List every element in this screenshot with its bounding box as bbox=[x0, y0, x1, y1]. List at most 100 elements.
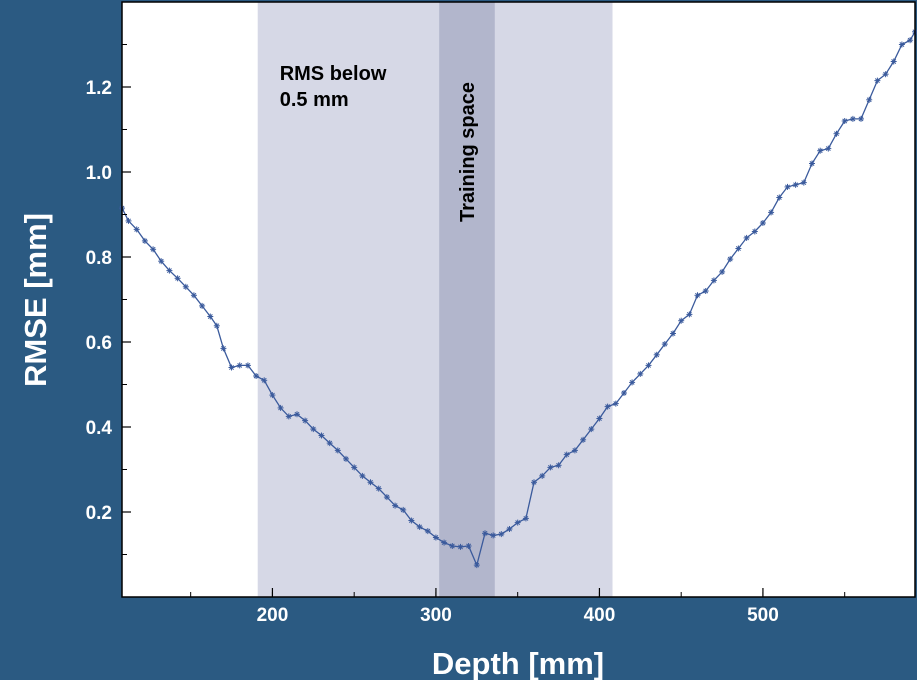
marker-stroke bbox=[335, 447, 341, 453]
data-point bbox=[907, 37, 914, 44]
data-point bbox=[817, 147, 824, 154]
marker-stroke bbox=[793, 182, 799, 188]
data-point bbox=[629, 379, 636, 386]
data-point bbox=[809, 160, 815, 167]
data-point bbox=[653, 351, 660, 358]
data-point bbox=[228, 364, 235, 371]
data-point bbox=[465, 543, 472, 549]
data-point bbox=[890, 58, 897, 65]
data-point bbox=[571, 447, 578, 454]
y-tick-label: 0.4 bbox=[86, 418, 113, 439]
axes: 200 300 400 500 0.2 0.4 0.6 0.8 1.0 1.2 bbox=[86, 1, 916, 626]
marker-stroke bbox=[507, 526, 512, 532]
data-point bbox=[555, 462, 562, 469]
marker-stroke bbox=[220, 345, 226, 351]
marker-stroke bbox=[207, 314, 213, 319]
data-point bbox=[490, 532, 497, 539]
data-point bbox=[310, 426, 317, 433]
marker-stroke bbox=[310, 426, 316, 432]
data-point bbox=[563, 451, 570, 458]
data-point bbox=[441, 539, 448, 546]
marker-stroke bbox=[433, 535, 439, 540]
data-point bbox=[220, 345, 227, 352]
data-point bbox=[506, 526, 513, 532]
data-point bbox=[678, 317, 685, 324]
data-point bbox=[318, 432, 325, 439]
marker-stroke bbox=[547, 464, 553, 470]
marker-stroke bbox=[637, 371, 643, 377]
data-point bbox=[841, 118, 848, 124]
data-point bbox=[207, 313, 214, 320]
y-tick-label: 0.8 bbox=[86, 248, 112, 269]
data-point bbox=[359, 472, 366, 479]
data-point bbox=[588, 426, 595, 433]
data-point bbox=[825, 145, 832, 152]
marker-stroke bbox=[695, 292, 700, 298]
data-point bbox=[800, 179, 807, 186]
marker-stroke bbox=[384, 494, 390, 500]
data-point bbox=[269, 392, 276, 399]
y-tick-label: 0.6 bbox=[86, 333, 112, 354]
marker-stroke bbox=[646, 362, 651, 368]
data-point bbox=[849, 115, 856, 122]
y-tick-label: 0.2 bbox=[86, 503, 112, 524]
x-tick-label: 200 bbox=[257, 605, 289, 626]
marker-stroke bbox=[801, 180, 807, 186]
marker-stroke bbox=[825, 146, 831, 152]
data-point bbox=[670, 330, 676, 337]
marker-stroke bbox=[245, 362, 251, 368]
region-annotation-rms-below: 0.5 mm bbox=[280, 89, 349, 111]
data-point bbox=[858, 115, 864, 122]
marker-stroke bbox=[621, 390, 627, 396]
data-series bbox=[119, 28, 917, 569]
data-point bbox=[294, 411, 300, 418]
marker-stroke bbox=[531, 479, 537, 485]
data-point bbox=[522, 515, 529, 522]
marker-stroke bbox=[654, 352, 660, 358]
marker-stroke bbox=[237, 362, 243, 368]
marker-stroke bbox=[229, 365, 234, 370]
marker-stroke bbox=[760, 220, 766, 226]
marker-stroke bbox=[261, 377, 267, 383]
marker-stroke bbox=[907, 37, 913, 43]
marker-stroke bbox=[539, 473, 545, 479]
marker-stroke bbox=[166, 268, 172, 274]
data-point bbox=[150, 246, 157, 253]
marker-stroke bbox=[776, 195, 782, 200]
marker-stroke bbox=[126, 218, 131, 224]
marker-stroke bbox=[858, 116, 864, 122]
marker-stroke bbox=[752, 229, 758, 234]
marker-stroke bbox=[134, 226, 140, 232]
marker-stroke bbox=[294, 411, 300, 417]
data-point bbox=[686, 311, 693, 318]
data-point bbox=[457, 543, 464, 550]
marker-stroke bbox=[883, 71, 889, 77]
marker-stroke bbox=[711, 277, 717, 283]
data-point bbox=[866, 96, 873, 103]
data-point bbox=[514, 519, 521, 526]
data-point bbox=[539, 472, 546, 479]
marker-stroke bbox=[175, 275, 181, 281]
marker-stroke bbox=[302, 418, 308, 424]
marker-stroke bbox=[199, 303, 205, 309]
marker-stroke bbox=[744, 235, 750, 241]
data-point bbox=[400, 506, 407, 513]
marker-stroke bbox=[425, 528, 431, 534]
marker-stroke bbox=[490, 532, 496, 538]
marker-stroke bbox=[278, 405, 284, 411]
shaded-regions bbox=[257, 2, 613, 597]
marker-stroke bbox=[629, 379, 635, 385]
marker-stroke bbox=[183, 284, 189, 290]
data-point bbox=[133, 226, 140, 233]
data-point bbox=[199, 302, 206, 309]
marker-stroke bbox=[269, 392, 275, 398]
data-point bbox=[547, 464, 554, 471]
marker-stroke bbox=[441, 540, 447, 546]
data-point bbox=[473, 562, 480, 569]
marker-stroke bbox=[850, 116, 856, 122]
data-point bbox=[190, 292, 197, 299]
marker-stroke bbox=[327, 440, 333, 446]
data-point bbox=[719, 268, 726, 275]
marker-stroke bbox=[809, 161, 815, 166]
marker-stroke bbox=[474, 562, 480, 568]
